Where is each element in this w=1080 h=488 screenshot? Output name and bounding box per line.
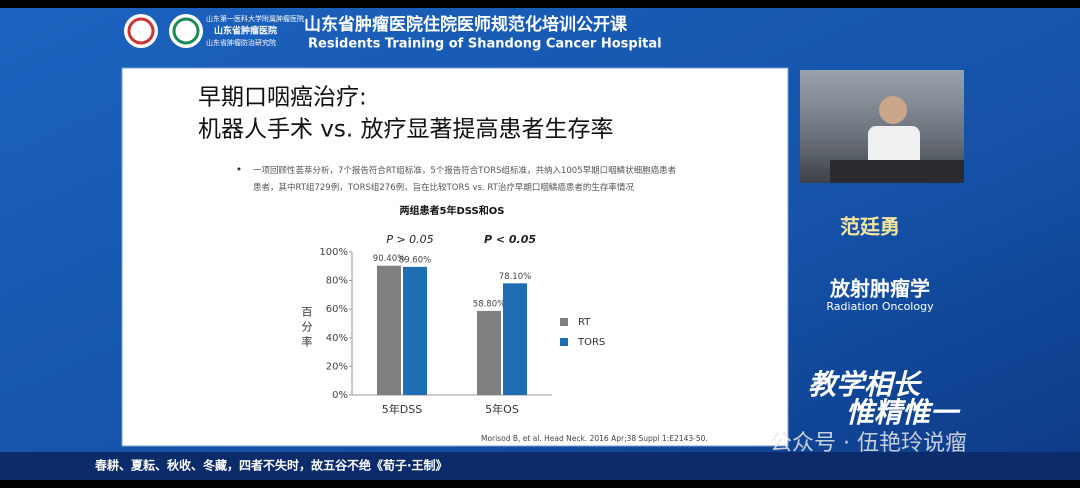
y-tick-label: 0% bbox=[332, 390, 348, 401]
slide-title: 机器人手术 vs. 放疗显著提高患者生存率 bbox=[198, 117, 614, 143]
legend-label: RT bbox=[578, 317, 591, 328]
slide-title: 早期口咽癌治疗: bbox=[198, 85, 367, 111]
bar bbox=[477, 310, 501, 395]
bottom-edge bbox=[0, 480, 1080, 488]
slogan: 教学相长 bbox=[808, 368, 923, 401]
y-tick-label: 60% bbox=[326, 304, 348, 315]
watermark: 公众号 · 伍艳玲说瘤 bbox=[770, 431, 967, 456]
speaker-name: 范廷勇 bbox=[840, 215, 900, 239]
logo-ring bbox=[127, 17, 155, 45]
y-tick-label: 100% bbox=[319, 247, 348, 258]
bar bbox=[377, 265, 401, 395]
header-subtitle: Residents Training of Shandong Cancer Ho… bbox=[308, 37, 662, 52]
chart-title: 两组患者5年DSS和OS bbox=[400, 204, 505, 217]
x-tick-label: 5年DSS bbox=[382, 402, 422, 416]
legend-label: TORS bbox=[577, 337, 605, 348]
y-tick-label: 20% bbox=[326, 361, 348, 372]
bar bbox=[503, 283, 527, 395]
speaker-department-en: Radiation Oncology bbox=[826, 300, 934, 313]
bar bbox=[403, 266, 427, 395]
logo-text: 山东省肿瘤防治研究院 bbox=[206, 38, 276, 47]
annotation: P > 0.05 bbox=[386, 233, 433, 246]
y-tick-label: 80% bbox=[326, 276, 348, 287]
ticker-bar bbox=[0, 452, 1080, 480]
bullet-text: 一项回顾性荟萃分析，7个报告符合RT组标准，5个报告符合TORS组标准，共纳入1… bbox=[253, 166, 677, 193]
speaker-department: 放射肿瘤学 bbox=[829, 277, 930, 301]
logo-ring bbox=[172, 17, 200, 45]
value-label: 78.10% bbox=[499, 272, 531, 282]
legend-swatch bbox=[560, 338, 568, 346]
annotation: P < 0.05 bbox=[484, 233, 536, 246]
value-label: 58.80% bbox=[473, 299, 505, 309]
speaker-figure bbox=[868, 126, 920, 171]
logo-text: 山东省肿瘤医院 bbox=[214, 25, 277, 37]
bullet-box: 一项回顾性荟萃分析，7个报告符合RT组标准，5个报告符合TORS组标准，共纳入1… bbox=[253, 166, 677, 193]
citation: Morisod B, et al. Head Neck. 2016 Apr;38… bbox=[481, 434, 708, 443]
header-title: 山东省肿瘤医院住院医师规范化培训公开课 bbox=[304, 14, 628, 35]
y-axis-label: 百分率 bbox=[300, 306, 313, 351]
legend-swatch bbox=[560, 318, 568, 326]
slogan: 惟精惟一 bbox=[846, 396, 961, 429]
podium bbox=[830, 160, 964, 183]
slide bbox=[121, 67, 789, 447]
value-label: 89.60% bbox=[399, 255, 431, 265]
bullet-dot bbox=[237, 167, 241, 171]
y-tick-label: 40% bbox=[326, 333, 348, 344]
speaker-figure bbox=[879, 96, 907, 124]
ticker-text: 春耕、夏耘、秋收、冬藏，四者不失时，故五谷不绝《荀子·王制》 bbox=[94, 458, 448, 473]
logo-text: 山东第一医科大学附属肿瘤医院 bbox=[206, 14, 304, 23]
x-tick-label: 5年OS bbox=[485, 402, 519, 416]
value-label: 90.40% bbox=[373, 254, 405, 264]
